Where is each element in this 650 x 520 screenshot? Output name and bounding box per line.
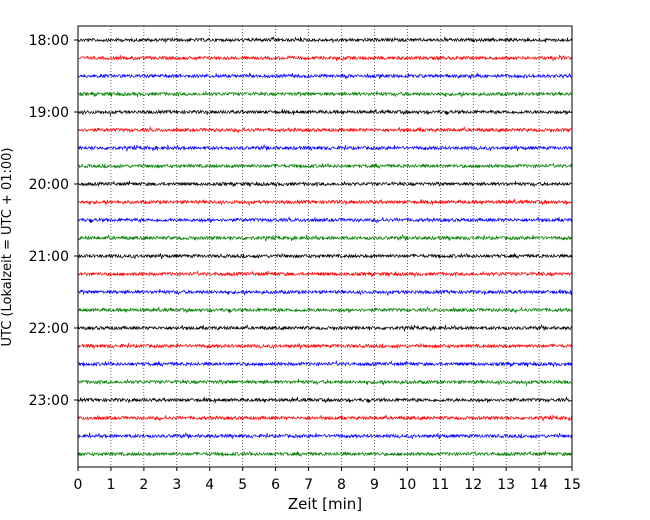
trace-2215 <box>77 342 573 350</box>
x-tick-label: 10 <box>398 477 416 493</box>
x-axis: 0 1 2 3 4 5 6 7 8 9 10 11 12 13 14 15 <box>74 467 581 493</box>
x-axis-label: Zeit [min] <box>288 495 362 513</box>
trace-2100 <box>77 252 573 260</box>
x-tick-label: 6 <box>271 477 280 493</box>
x-tick-label: 4 <box>205 477 214 493</box>
trace-2045 <box>77 233 573 242</box>
x-tick-label: 13 <box>497 477 515 493</box>
trace-1915 <box>77 126 573 133</box>
x-tick-label: 14 <box>530 477 548 493</box>
x-tick-label: 11 <box>431 477 449 493</box>
y-tick-label: 20:00 <box>29 177 69 193</box>
trace-1930 <box>77 143 573 152</box>
trace-2315 <box>77 414 573 422</box>
trace-group <box>77 35 573 457</box>
trace-2130 <box>77 288 573 297</box>
y-tick-label: 22:00 <box>29 321 69 337</box>
x-tick-label: 15 <box>563 477 581 493</box>
trace-1815 <box>77 54 573 62</box>
trace-1830 <box>77 72 573 80</box>
y-axis-label: UTC (Lokalzeit = UTC + 01:00) <box>0 148 15 347</box>
x-tick-label: 2 <box>139 477 148 493</box>
y-axis: 18:00 19:00 20:00 21:00 22:00 23:00 <box>29 33 78 409</box>
x-tick-label: 7 <box>304 477 313 493</box>
trace-2230 <box>77 360 573 368</box>
trace-1900 <box>77 108 573 117</box>
trace-2145 <box>77 306 573 314</box>
trace-1800 <box>77 35 573 44</box>
trace-2015 <box>77 198 573 207</box>
trace-2330 <box>77 431 573 440</box>
x-tick-label: 8 <box>337 477 346 493</box>
x-tick-label: 12 <box>464 477 482 493</box>
y-tick-label: 19:00 <box>29 105 69 121</box>
trace-2115 <box>77 270 573 278</box>
x-tick-label: 1 <box>106 477 115 493</box>
trace-2200 <box>77 323 573 332</box>
trace-1845 <box>77 90 573 98</box>
trace-1945 <box>77 162 573 169</box>
x-tick-label: 9 <box>370 477 379 493</box>
trace-2000 <box>77 180 573 188</box>
x-tick-label: 0 <box>74 477 83 493</box>
x-tick-label: 5 <box>238 477 247 493</box>
y-tick-label: 23:00 <box>29 393 69 409</box>
y-tick-label: 21:00 <box>29 249 69 265</box>
plot-frame <box>77 25 573 468</box>
trace-2300 <box>77 396 573 404</box>
trace-2245 <box>77 378 573 387</box>
x-tick-label: 3 <box>172 477 181 493</box>
y-tick-label: 18:00 <box>29 33 69 49</box>
trace-2030 <box>77 216 573 224</box>
trace-2345 <box>77 450 573 457</box>
